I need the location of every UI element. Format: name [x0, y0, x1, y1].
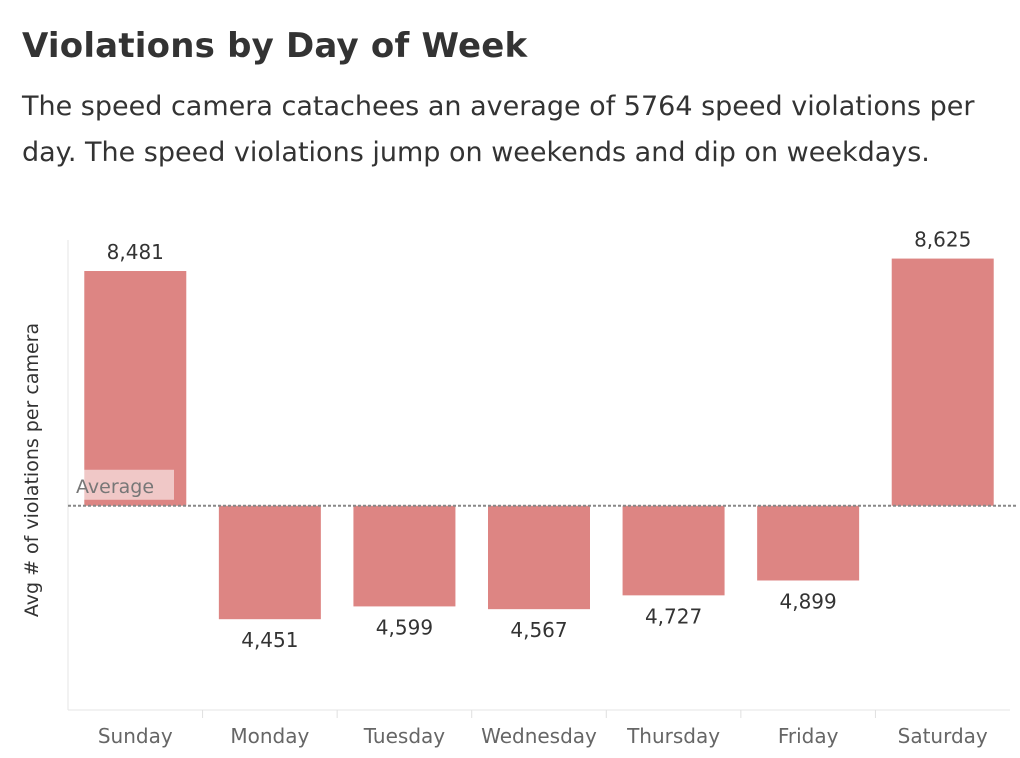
x-tick-label: Sunday — [98, 724, 173, 748]
bar-sunday — [84, 271, 187, 506]
bar-thursday — [622, 505, 725, 596]
average-label-bg — [72, 469, 174, 500]
value-label: 4,727 — [645, 604, 702, 628]
value-label: 8,481 — [107, 240, 164, 264]
chart-title: Violations by Day of Week — [22, 26, 528, 66]
bar-saturday — [891, 258, 994, 506]
bar-tuesday — [353, 505, 456, 607]
value-label: 4,599 — [376, 615, 433, 639]
bar-friday — [757, 505, 860, 581]
value-label: 4,567 — [510, 618, 567, 642]
bar-wednesday — [488, 505, 590, 610]
bar-monday — [218, 505, 321, 620]
value-label: 4,899 — [780, 589, 837, 613]
x-tick-label: Friday — [778, 724, 839, 748]
x-tick-label: Monday — [230, 724, 309, 748]
x-tick-label: Thursday — [626, 724, 720, 748]
average-label: Average — [76, 476, 154, 498]
x-tick-label: Wednesday — [481, 724, 597, 748]
value-label: 8,625 — [914, 228, 971, 252]
value-label: 4,451 — [241, 628, 298, 652]
x-tick-label: Saturday — [898, 724, 988, 748]
x-tick-label: Tuesday — [363, 724, 446, 748]
chart-subtitle: The speed camera catachees an average of… — [22, 91, 975, 168]
